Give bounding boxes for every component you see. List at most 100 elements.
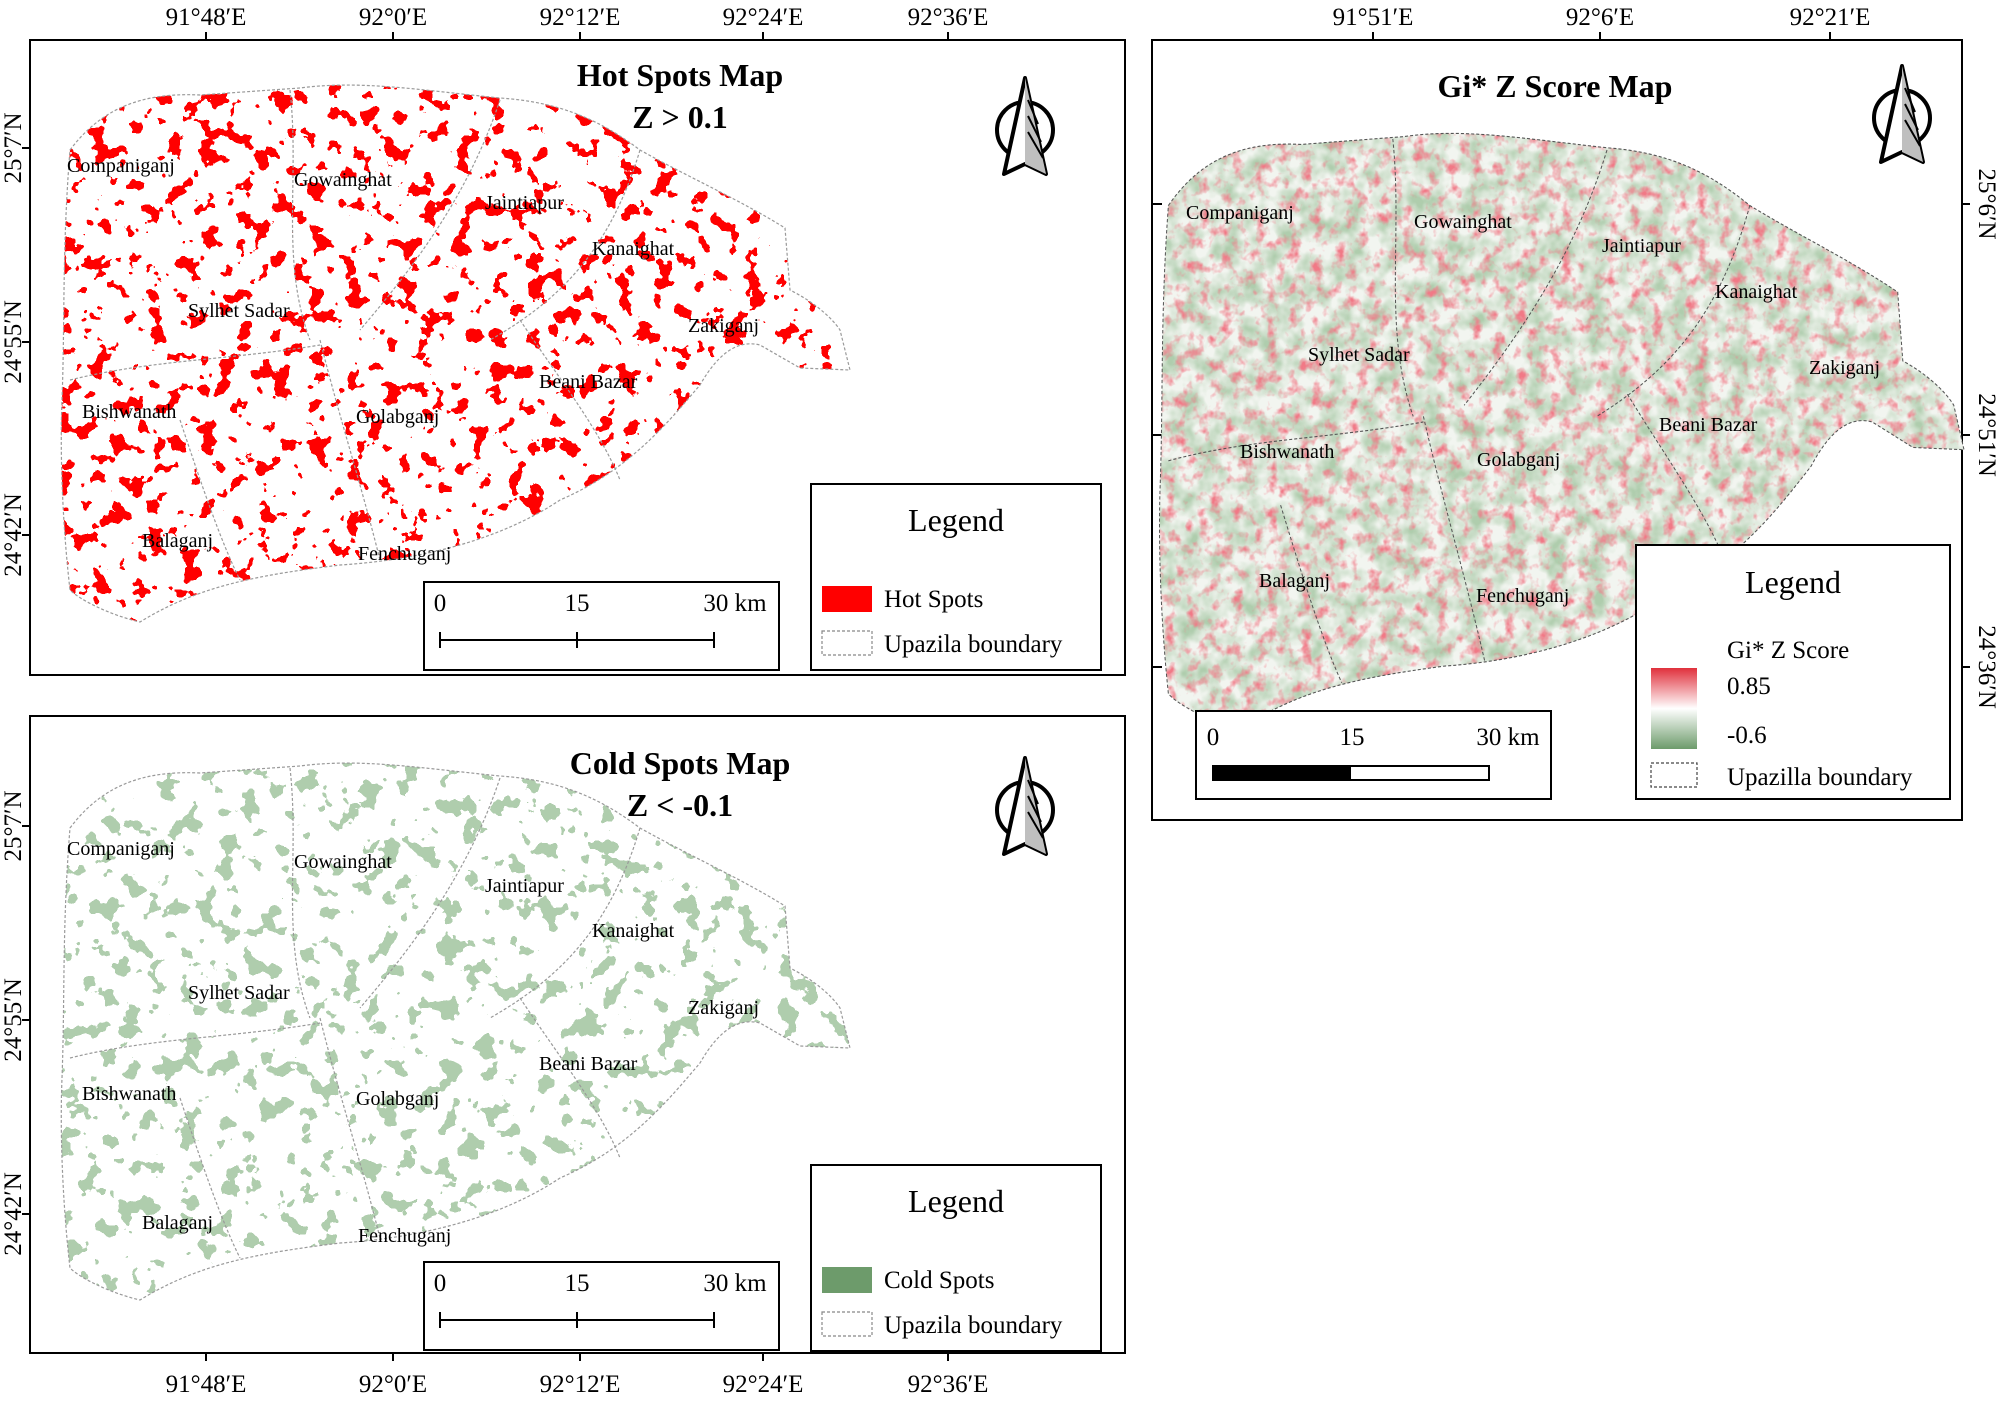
gi-label-golabganj: Golabganj	[1477, 449, 1560, 471]
hot-legend-swatch	[822, 586, 872, 612]
cold-legend: Legend Cold Spots Upazila boundary	[810, 1164, 1102, 1352]
cold-label-balaganj: Balaganj	[142, 1212, 213, 1234]
cold-scale-30: 30 km	[703, 1270, 767, 1297]
hot-label-balaganj: Balaganj	[142, 530, 213, 552]
cold-scale-bar: 0 15 30 km	[423, 1261, 780, 1351]
hot-label-zakiganj: Zakiganj	[688, 315, 759, 337]
hot-top-tick-2: 92°0′E	[359, 4, 427, 31]
hot-spots-map-panel: 91°48′E 92°0′E 92°12′E 92°24′E 92°36′E 2…	[0, 4, 1126, 676]
hot-label-jaintiapur: Jaintiapur	[485, 192, 564, 214]
hot-top-tick-5: 92°36′E	[908, 4, 989, 31]
cold-label-golabganj: Golabganj	[356, 1088, 439, 1110]
hot-left-tick-2: 24°55′N	[0, 300, 27, 384]
cold-label-jaintiapur: Jaintiapur	[485, 875, 564, 897]
hot-label-golabganj: Golabganj	[356, 406, 439, 428]
hot-scale-30: 30 km	[703, 590, 767, 617]
hot-top-tick-1: 91°48′E	[166, 4, 247, 31]
cold-map-subtitle: Z < -0.1	[627, 787, 733, 823]
cold-map-left-ticks: 25°7′N 24°55′N 24°42′N	[0, 790, 30, 1256]
gi-right-tick-3: 24°36′N	[1973, 625, 2000, 709]
hot-label-kanaighat: Kanaighat	[592, 238, 675, 260]
cold-bottom-tick-3: 92°12′E	[540, 1371, 621, 1398]
hot-label-fenchuganj: Fenchuganj	[358, 543, 451, 565]
cold-legend-item-cold: Cold Spots	[884, 1267, 994, 1294]
cold-map-title: Cold Spots Map	[570, 745, 791, 781]
hot-label-gowainghat: Gowainghat	[294, 169, 392, 191]
hot-left-tick-3: 24°42′N	[0, 493, 27, 577]
gi-legend-low-value: -0.6	[1727, 722, 1767, 749]
gi-label-balaganj: Balaganj	[1259, 570, 1330, 592]
cold-left-tick-3: 24°42′N	[0, 1172, 27, 1256]
cold-spots-map-panel: 91°48′E 92°0′E 92°12′E 92°24′E 92°36′E 2…	[0, 715, 1126, 1398]
hot-label-beani-bazar: Beani Bazar	[539, 371, 638, 393]
gi-scale-bar: 0 15 30 km	[1195, 710, 1552, 800]
cold-upazila-boundaries	[60, 762, 851, 1301]
gi-label-fenchuganj: Fenchuganj	[1476, 585, 1569, 607]
cold-legend-heading: Legend	[908, 1183, 1004, 1219]
hot-upazila-boundaries	[60, 84, 851, 623]
gi-right-tick-2: 24°51′N	[1973, 393, 2000, 477]
gi-legend-color-ramp	[1651, 668, 1697, 749]
gi-upazila-labels: Companiganj Gowainghat Jaintiapur Kanaig…	[1186, 202, 1880, 607]
cold-legend-boundary-swatch	[821, 1311, 873, 1337]
cold-map-bottom-ticks: 91°48′E 92°0′E 92°12′E 92°24′E 92°36′E	[166, 1353, 989, 1398]
cold-legend-item-boundary: Upazila boundary	[884, 1312, 1063, 1339]
cold-label-kanaighat: Kanaighat	[592, 920, 675, 942]
cold-label-gowainghat: Gowainghat	[294, 851, 392, 873]
hot-legend-item-hot: Hot Spots	[884, 586, 983, 613]
hot-legend: Legend Hot Spots Upazila boundary	[810, 483, 1102, 671]
gi-map-title: Gi* Z Score Map	[1438, 68, 1673, 104]
gi-map-left-ticks	[1152, 203, 1162, 668]
hot-map-title: Hot Spots Map	[577, 57, 783, 93]
gi-label-companiganj: Companiganj	[1186, 202, 1294, 224]
cold-label-sylhet-sadar: Sylhet Sadar	[188, 982, 290, 1004]
hot-label-companiganj: Companiganj	[67, 155, 175, 177]
gi-scale-0: 0	[1207, 724, 1220, 751]
cold-left-tick-2: 24°55′N	[0, 978, 27, 1062]
gi-map-top-ticks: 91°51′E 92°6′E 92°21′E	[1333, 4, 1871, 40]
gi-legend-ramp-label: Gi* Z Score	[1727, 637, 1849, 664]
gi-scale-15: 15	[1340, 724, 1365, 751]
gi-top-tick-3: 92°21′E	[1790, 4, 1871, 31]
cold-label-bishwanath: Bishwanath	[82, 1083, 176, 1105]
gi-top-tick-2: 92°6′E	[1566, 4, 1634, 31]
gi-label-beani-bazar: Beani Bazar	[1659, 414, 1758, 436]
hot-legend-heading: Legend	[908, 502, 1004, 538]
hot-map-subtitle: Z > 0.1	[632, 99, 728, 135]
cold-left-tick-1: 25°7′N	[0, 790, 27, 861]
gi-label-bishwanath: Bishwanath	[1240, 441, 1334, 463]
cold-label-fenchuganj: Fenchuganj	[358, 1225, 451, 1247]
cold-bottom-tick-5: 92°36′E	[908, 1371, 989, 1398]
gi-scale-30: 30 km	[1476, 724, 1540, 751]
gi-label-kanaighat: Kanaighat	[1715, 281, 1798, 303]
hot-scale-15: 15	[565, 590, 590, 617]
cold-scale-0: 0	[434, 1270, 447, 1297]
gi-legend-heading: Legend	[1745, 564, 1841, 600]
hot-left-tick-1: 25°7′N	[0, 112, 27, 183]
hot-top-tick-4: 92°24′E	[723, 4, 804, 31]
hot-scale-0: 0	[434, 590, 447, 617]
hot-map-left-ticks: 25°7′N 24°55′N 24°42′N	[0, 112, 30, 577]
gi-z-score-map-panel: 91°51′E 92°6′E 92°21′E 25°6′N 24°51′N 24…	[1151, 4, 2000, 821]
gi-legend-high-value: 0.85	[1727, 673, 1771, 700]
gi-legend: Legend Gi* Z Score 0.85 -0.6 Upazilla bo…	[1635, 544, 1951, 800]
gi-label-jaintiapur: Jaintiapur	[1602, 235, 1681, 257]
gi-legend-boundary: Upazilla boundary	[1727, 764, 1913, 791]
cold-bottom-tick-4: 92°24′E	[723, 1371, 804, 1398]
cold-bottom-tick-2: 92°0′E	[359, 1371, 427, 1398]
gi-upazila-boundaries	[1158, 132, 1965, 730]
hot-label-bishwanath: Bishwanath	[82, 401, 176, 423]
hot-upazila-labels: Companiganj Gowainghat Jaintiapur Kanaig…	[67, 155, 759, 565]
gi-right-tick-1: 25°6′N	[1973, 168, 2000, 239]
cold-label-zakiganj: Zakiganj	[688, 997, 759, 1019]
cold-bottom-tick-1: 91°48′E	[166, 1371, 247, 1398]
gi-map-right-ticks: 25°6′N 24°51′N 24°36′N	[1962, 168, 2000, 709]
cold-label-companiganj: Companiganj	[67, 838, 175, 860]
cold-scale-15: 15	[565, 1270, 590, 1297]
hot-label-sylhet-sadar: Sylhet Sadar	[188, 300, 290, 322]
gi-label-zakiganj: Zakiganj	[1809, 357, 1880, 379]
hot-top-tick-3: 92°12′E	[540, 4, 621, 31]
gi-label-gowainghat: Gowainghat	[1414, 211, 1512, 233]
hot-map-top-ticks: 91°48′E 92°0′E 92°12′E 92°24′E 92°36′E	[166, 4, 989, 40]
